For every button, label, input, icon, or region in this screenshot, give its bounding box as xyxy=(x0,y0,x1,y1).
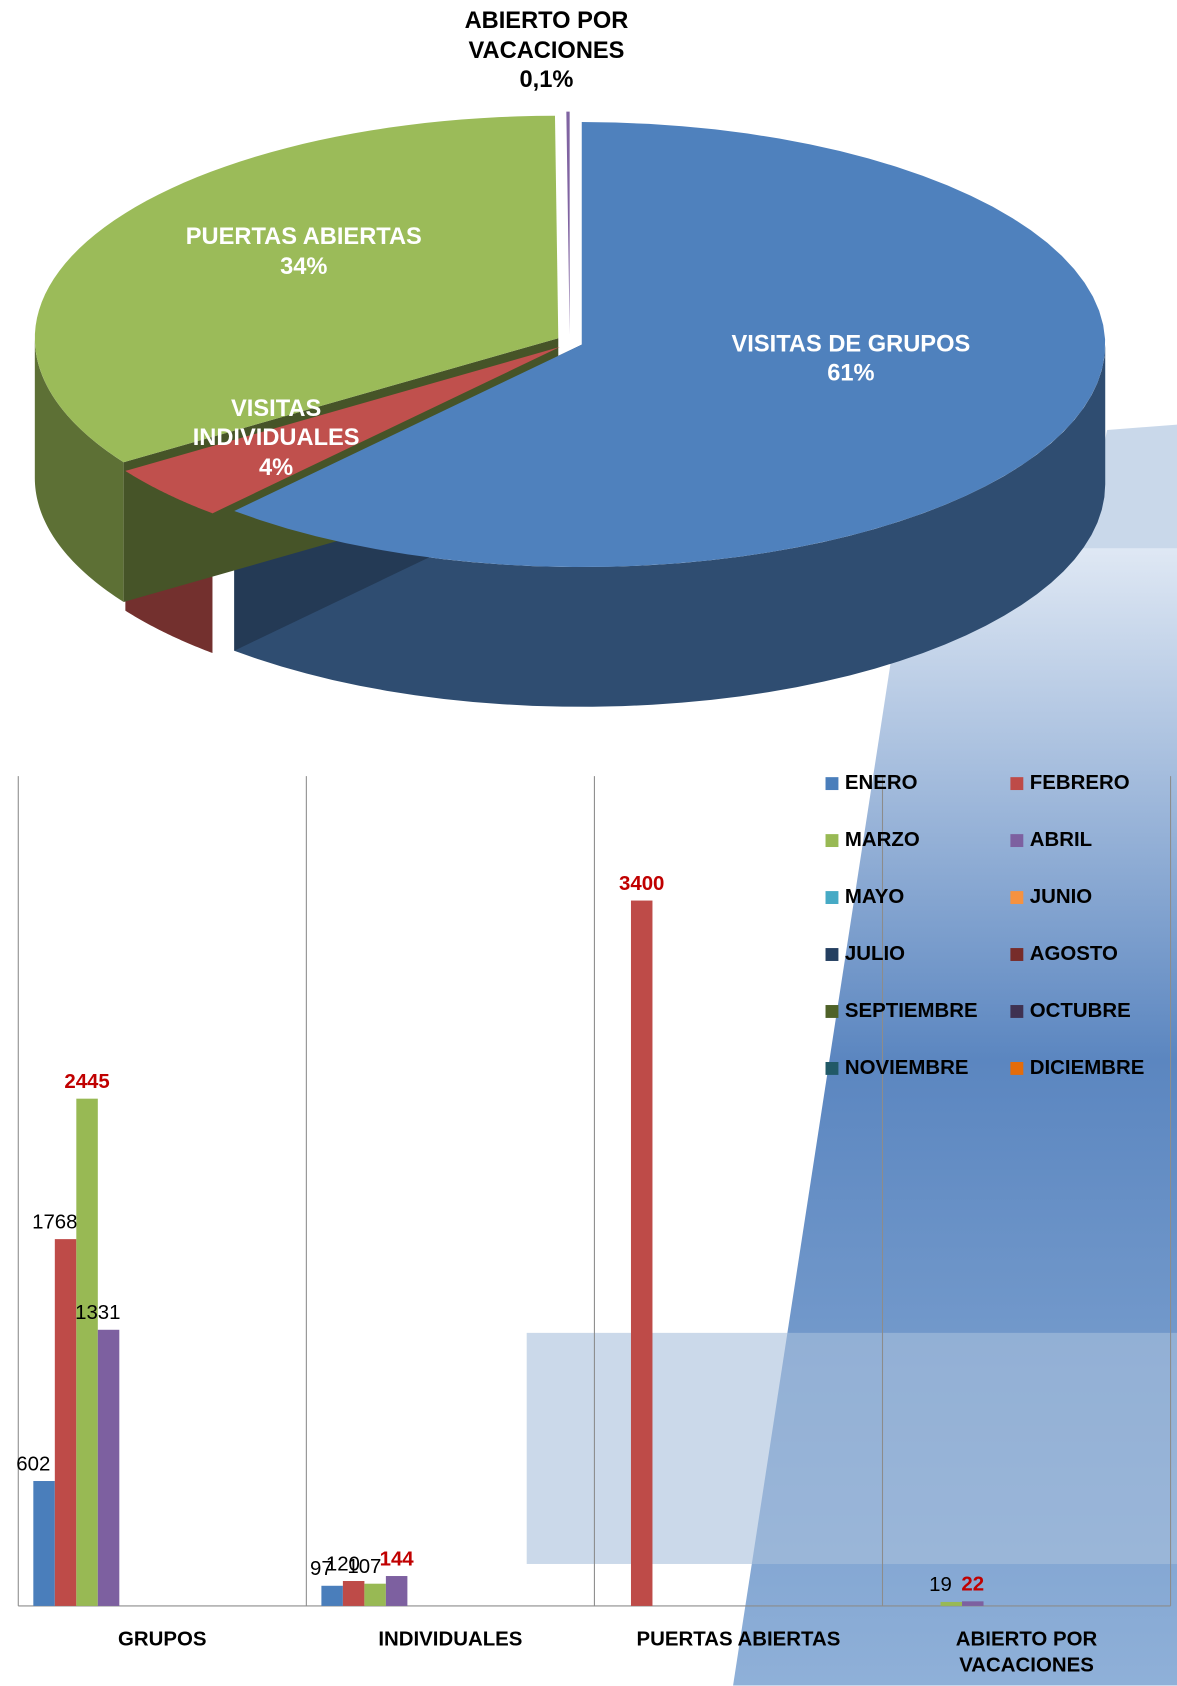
legend-item: JULIO xyxy=(826,943,905,967)
legend-item: SEPTIEMBRE xyxy=(826,1000,978,1024)
pie-label-name: ABIERTO POR VACACIONES xyxy=(423,5,670,64)
legend-swatch xyxy=(1010,777,1023,790)
bar-value-label: 2445 xyxy=(64,1071,109,1093)
pie-label-value: 0,1% xyxy=(423,64,670,94)
bar xyxy=(98,1330,119,1606)
legend-label: JULIO xyxy=(845,943,905,967)
bar xyxy=(364,1584,385,1606)
legend-swatch xyxy=(826,1005,839,1018)
pie-slice xyxy=(566,112,569,335)
legend-item: NOVIEMBRE xyxy=(826,1057,969,1081)
legend-item: MARZO xyxy=(826,829,920,853)
legend-label: ENERO xyxy=(845,772,918,796)
pie-label-value: 34% xyxy=(180,251,427,281)
x-tick-label: ABIERTO POR VACACIONES xyxy=(887,1627,1166,1678)
legend-item: ABRIL xyxy=(1010,829,1092,853)
bar-value-label: 1331 xyxy=(75,1302,120,1324)
bar xyxy=(343,1581,364,1606)
pie-label-value: 61% xyxy=(727,358,974,388)
bar-value-label: 3400 xyxy=(619,873,664,895)
legend-label: FEBRERO xyxy=(1030,772,1130,796)
legend-item: AGOSTO xyxy=(1010,943,1117,967)
legend-swatch xyxy=(826,834,839,847)
bar-value-label: 602 xyxy=(16,1453,50,1475)
legend-swatch xyxy=(826,777,839,790)
x-tick-label: GRUPOS xyxy=(23,1627,302,1653)
bar xyxy=(321,1586,342,1606)
pie-label-name: VISITAS DE GRUPOS xyxy=(727,329,974,359)
legend-swatch xyxy=(1010,948,1023,961)
bar xyxy=(76,1099,97,1606)
bar-value-label: 144 xyxy=(380,1548,415,1570)
legend-label: JUNIO xyxy=(1030,886,1092,910)
legend-item: MAYO xyxy=(826,886,905,910)
bar xyxy=(33,1481,54,1606)
legend-item: ENERO xyxy=(826,772,918,796)
bar xyxy=(941,1602,962,1606)
legend-swatch xyxy=(1010,834,1023,847)
legend-swatch xyxy=(826,948,839,961)
decor-building xyxy=(527,1333,1177,1564)
legend-label: NOVIEMBRE xyxy=(845,1057,969,1081)
legend-label: OCTUBRE xyxy=(1030,1000,1131,1024)
bar-value-label: 22 xyxy=(961,1574,984,1596)
legend-label: SEPTIEMBRE xyxy=(845,1000,978,1024)
x-tick-label: PUERTAS ABIERTAS xyxy=(599,1627,878,1653)
legend-item: OCTUBRE xyxy=(1010,1000,1130,1024)
chart: 6021768244513319712010714434001922 xyxy=(0,0,1177,1685)
legend-item: FEBRERO xyxy=(1010,772,1129,796)
bar-value-label: 107 xyxy=(347,1556,381,1578)
legend-item: DICIEMBRE xyxy=(1010,1057,1144,1081)
pie-label-value: 4% xyxy=(153,452,400,482)
stage: 6021768244513319712010714434001922 VISIT… xyxy=(0,0,1177,1685)
legend-label: DICIEMBRE xyxy=(1030,1057,1145,1081)
legend-swatch xyxy=(826,1062,839,1075)
bar xyxy=(386,1576,407,1606)
x-tick-label: INDIVIDUALES xyxy=(311,1627,590,1653)
bar-value-label: 19 xyxy=(929,1574,952,1596)
legend-label: AGOSTO xyxy=(1030,943,1118,967)
pie-label-name: VISITAS INDIVIDUALES xyxy=(153,393,400,452)
legend-label: ABRIL xyxy=(1030,829,1092,853)
bar xyxy=(55,1239,76,1606)
pie-label-name: PUERTAS ABIERTAS xyxy=(180,222,427,252)
legend-swatch xyxy=(1010,1062,1023,1075)
legend-swatch xyxy=(1010,891,1023,904)
bar-value-label: 1768 xyxy=(32,1211,77,1233)
legend-item: JUNIO xyxy=(1010,886,1092,910)
legend-swatch xyxy=(1010,1005,1023,1018)
bar xyxy=(631,901,652,1606)
bar xyxy=(962,1601,983,1606)
legend-swatch xyxy=(826,891,839,904)
legend-label: MAYO xyxy=(845,886,904,910)
page: {"chart_data": [ {"type": "pie", "catego… xyxy=(0,0,1177,1686)
legend-label: MARZO xyxy=(845,829,920,853)
